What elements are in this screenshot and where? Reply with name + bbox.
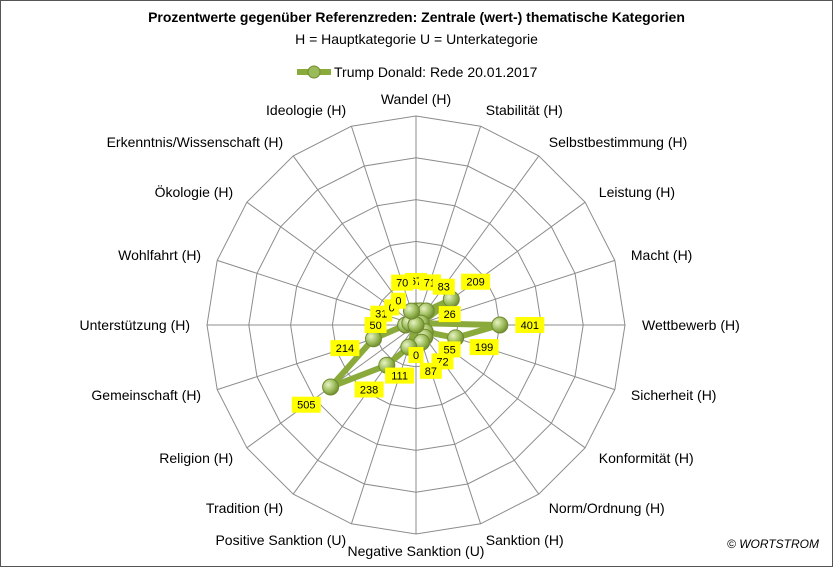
data-label: 214: [336, 343, 354, 355]
data-label: 70: [396, 278, 408, 290]
legend: Trump Donald: Rede 20.01.2017: [296, 62, 537, 82]
series-layer: [322, 290, 509, 396]
data-label: 505: [297, 400, 315, 412]
category-label: Gemeinschaft (H): [91, 387, 201, 403]
category-label: Religion (H): [159, 450, 233, 466]
category-label: Tradition (H): [206, 500, 283, 516]
grid-spoke: [415, 126, 482, 326]
data-label-box: [438, 306, 461, 323]
grid-spoke: [415, 324, 482, 524]
grid-spoke: [415, 324, 540, 495]
category-label: Konformität (H): [599, 450, 694, 466]
data-label: 0: [395, 296, 401, 308]
data-point-marker: [403, 302, 420, 320]
data-label: 401: [521, 320, 539, 332]
data-label-box: [461, 273, 491, 290]
category-label: Leistung (H): [599, 184, 675, 200]
category-labels: Wandel (H) Stabilität (H) Selbstbestimmung…: [80, 91, 740, 559]
chart-title: Prozentwerte gegenüber Referenzreden: Ze…: [148, 9, 685, 25]
category-label: Ideologie (H): [266, 102, 346, 118]
category-label: Norm/Ordnung (H): [549, 500, 665, 516]
category-label: Sanktion (H): [486, 532, 564, 548]
data-label-box: [291, 396, 321, 413]
data-point-marker: [491, 316, 509, 334]
data-label-box: [391, 274, 414, 291]
data-label: 0: [413, 350, 419, 362]
data-label: 50: [369, 320, 381, 332]
data-label-box: [408, 347, 424, 363]
category-label: Unterstützung (H): [80, 317, 190, 333]
data-label-box: [385, 367, 415, 384]
data-point-marker: [365, 330, 382, 348]
grid-spoke: [350, 324, 417, 524]
grid-spoke: [292, 324, 417, 495]
category-label: Selbstbestimmung (H): [549, 134, 688, 150]
category-label: Ökologie (H): [155, 183, 234, 200]
category-label: Positive Sanktion (U): [215, 532, 346, 548]
data-label-box: [469, 339, 499, 356]
data-label: 111: [391, 371, 408, 383]
data-point-marker: [322, 378, 340, 396]
data-label-box: [354, 381, 384, 398]
legend-series-name: Trump Donald: Rede 20.01.2017: [334, 64, 538, 80]
chart-subtitle: H = Hauptkategorie U = Unterkategorie: [295, 31, 538, 47]
category-label: Wettbewerb (H): [642, 317, 740, 333]
legend-line-icon: [297, 65, 331, 79]
data-label-box: [432, 278, 455, 295]
data-label-box: [419, 362, 442, 379]
category-label: Wandel (H): [381, 91, 451, 107]
category-label: Erkenntnis/Wissenschaft (H): [107, 134, 284, 150]
category-label: Negative Sanktion (U): [348, 543, 485, 559]
data-label-box: [515, 317, 545, 333]
data-label: 199: [475, 342, 493, 354]
grid-spoke: [415, 155, 540, 326]
grid-spoke: [350, 126, 417, 326]
data-label: 238: [360, 385, 378, 397]
data-label-box: [390, 292, 406, 309]
data-label-box: [330, 340, 360, 357]
credit-text: © WORTSTROM: [727, 537, 819, 551]
category-label: Stabilität (H): [486, 102, 563, 118]
category-label: Wohlfahrt (H): [118, 247, 201, 263]
category-label: Sicherheit (H): [631, 387, 717, 403]
category-label: Macht (H): [631, 247, 692, 263]
data-label: 209: [466, 277, 484, 289]
data-label: 26: [444, 309, 456, 321]
data-labels: 67 71 83 2092640119955728701112385052145031…: [291, 273, 545, 413]
data-label: 83: [438, 282, 450, 294]
data-label: 87: [425, 366, 437, 378]
